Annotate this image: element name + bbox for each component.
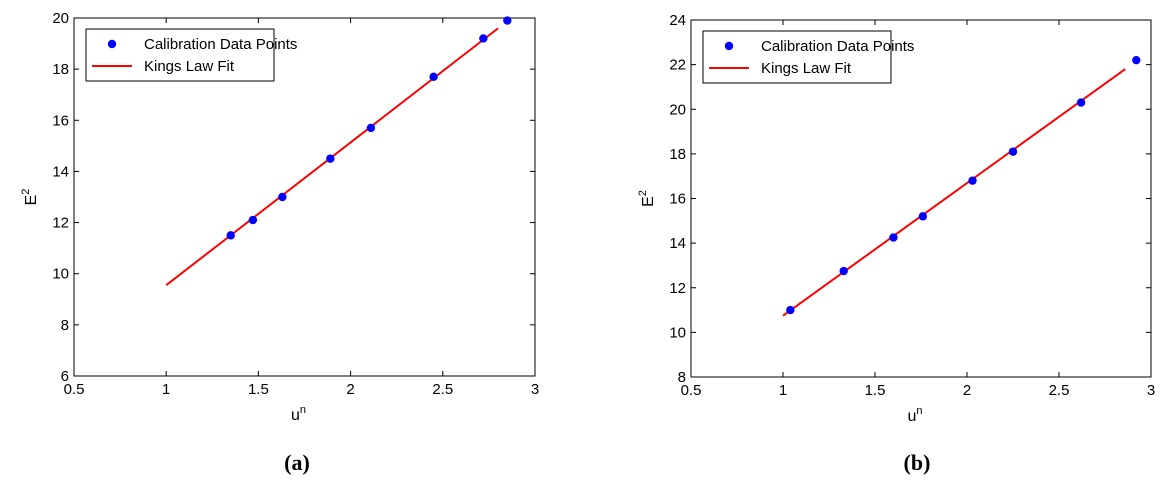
data-point bbox=[1008, 147, 1018, 156]
data-point bbox=[786, 305, 795, 315]
y-axis-label-superscript: 2 bbox=[637, 190, 649, 196]
legend-label: Kings Law Fit bbox=[761, 60, 852, 77]
x-axis-label-superscript: n bbox=[300, 404, 306, 416]
x-axis-label: un bbox=[291, 404, 306, 424]
data-point bbox=[479, 34, 488, 43]
y-tick-label: 24 bbox=[669, 12, 686, 29]
x-tick-label: 1 bbox=[162, 381, 170, 398]
x-tick-label: 0.5 bbox=[681, 382, 702, 399]
data-point bbox=[226, 231, 235, 240]
y-tick-label: 14 bbox=[52, 163, 69, 180]
chart-panel-b: 0.5 1 1.5 2 2.5 381012141618202224unE2Calibra… bbox=[637, 12, 1155, 425]
x-tick-label: 1 bbox=[779, 382, 787, 399]
y-tick-label: 20 bbox=[52, 10, 69, 27]
y-tick-label: 20 bbox=[669, 101, 686, 118]
data-point bbox=[1132, 55, 1141, 65]
legend-box bbox=[85, 28, 275, 82]
data-point bbox=[366, 123, 376, 133]
x-tick-label: 2 bbox=[963, 382, 971, 399]
data-point bbox=[889, 233, 898, 242]
x-tick-label: 2.5 bbox=[432, 381, 453, 398]
x-tick-label: 3 bbox=[531, 381, 539, 398]
data-point bbox=[968, 176, 977, 185]
data-point bbox=[503, 16, 512, 25]
y-tick-label: 10 bbox=[669, 324, 686, 341]
x-tick-label: 2 bbox=[346, 381, 354, 398]
data-point bbox=[278, 192, 287, 202]
y-tick-label: 18 bbox=[669, 146, 686, 163]
x-tick-label: 2.5 bbox=[1049, 382, 1070, 399]
y-tick-label: 22 bbox=[669, 57, 686, 74]
x-tick-label: 1.5 bbox=[248, 381, 269, 398]
y-tick-label: 16 bbox=[669, 191, 686, 208]
y-tick-label: 12 bbox=[669, 280, 686, 297]
x-axis-label: un bbox=[907, 405, 922, 425]
x-axis-label-base: u bbox=[291, 407, 300, 424]
y-tick-label: 12 bbox=[52, 215, 69, 232]
legend-label: Kings Law Fit bbox=[144, 58, 235, 75]
data-point bbox=[1076, 98, 1086, 107]
legend-label: Calibration Data Points bbox=[144, 36, 297, 53]
legend-marker-points bbox=[724, 41, 734, 51]
y-tick-label: 14 bbox=[669, 235, 686, 252]
y-axis-label: E2 bbox=[20, 189, 40, 206]
data-point bbox=[429, 72, 438, 82]
chart-panel-a: 0.5 1 1.5 2 2.5 368101214161820unE2Calibratio… bbox=[20, 10, 539, 424]
y-axis-label-superscript: 2 bbox=[20, 189, 32, 195]
legend-box bbox=[702, 30, 892, 84]
panel-caption-a: (a) bbox=[284, 450, 310, 475]
y-tick-label: 8 bbox=[678, 369, 686, 386]
data-point bbox=[326, 154, 335, 163]
data-point bbox=[839, 266, 848, 276]
legend-marker-points bbox=[107, 39, 117, 49]
y-tick-label: 16 bbox=[52, 112, 69, 129]
x-tick-label: 0.5 bbox=[64, 381, 85, 398]
x-axis-label-superscript: n bbox=[916, 405, 922, 417]
panel-caption-b: (b) bbox=[904, 450, 931, 475]
y-tick-label: 10 bbox=[52, 266, 69, 283]
legend-label: Calibration Data Points bbox=[761, 38, 914, 55]
y-axis-label: E2 bbox=[637, 190, 657, 207]
y-axis-label-base: E bbox=[23, 195, 40, 206]
y-tick-label: 8 bbox=[61, 317, 69, 334]
x-axis-label-base: u bbox=[907, 408, 916, 425]
y-axis-label-base: E bbox=[640, 196, 657, 207]
x-tick-label: 1.5 bbox=[865, 382, 886, 399]
data-point bbox=[918, 212, 928, 221]
x-tick-label: 3 bbox=[1147, 382, 1155, 399]
y-tick-label: 6 bbox=[61, 368, 69, 385]
fit-line bbox=[782, 68, 1126, 317]
data-point bbox=[248, 215, 258, 225]
y-tick-label: 18 bbox=[52, 61, 69, 78]
